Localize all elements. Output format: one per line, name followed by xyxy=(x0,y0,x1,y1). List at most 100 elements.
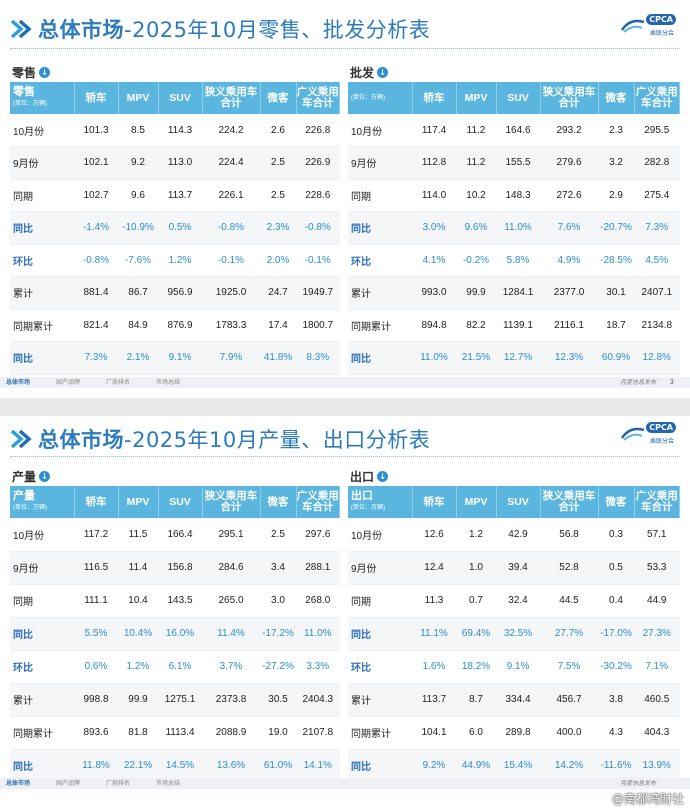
table-cell: 102.1 xyxy=(74,146,118,180)
row-label: 同比 xyxy=(348,341,412,375)
row-label: 9月份 xyxy=(10,146,74,180)
header-cell: 广义乘用车合计 xyxy=(296,486,340,518)
table-cell: 1113.4 xyxy=(158,716,202,750)
table-cell: 11.0% xyxy=(496,211,540,245)
table-row: 9月份 12.4 1.0 39.4 52.8 0.5 53.3 xyxy=(348,551,680,585)
table-cell: 288.1 xyxy=(296,551,340,585)
row-label: 累计 xyxy=(348,683,412,717)
table-cell: 60.9% xyxy=(598,341,634,375)
table-cell: 27.3% xyxy=(634,617,680,651)
table-cell: 44.9% xyxy=(456,749,496,783)
footer-nav-item[interactable]: 厂商排名 xyxy=(106,379,131,386)
table-cell: 99.9 xyxy=(118,683,158,717)
table-cell: 404.3 xyxy=(634,716,680,750)
header-cell-dimension: 产量 (单位：万辆) xyxy=(10,486,75,518)
row-label: 同比 xyxy=(10,341,74,375)
table-cell: 114.3 xyxy=(158,114,202,147)
table-cell: 1284.1 xyxy=(496,276,540,310)
table-row: 同期 11.3 0.7 32.4 44.5 0.4 44.9 xyxy=(348,584,680,618)
table-cell: 11.3 xyxy=(412,584,456,618)
table-cell: 11.2 xyxy=(456,114,496,147)
footer-nav: 总体市场 国产品牌 厂商排名 市场总结 xyxy=(6,778,206,789)
table-cell: 1783.3 xyxy=(202,309,260,342)
table-cell: -20.7% xyxy=(598,211,634,245)
table-cell: 226.1 xyxy=(202,179,260,212)
slide-retail-wholesale: 总体市场-2025年10月零售、批发分析表 CPCA 乘联分会 零售 ↓ 批发 ↓ … xyxy=(0,0,690,398)
table-cell: 2.6 xyxy=(260,114,296,147)
header-cell-dimension: 零售 (单位：万辆) xyxy=(10,82,75,114)
table-cell: -11.6% xyxy=(598,749,634,783)
table-cell: 2.0% xyxy=(260,244,296,277)
export-table: 出口 (单位：万辆) 轿车 MPV SUV 狭义乘用车合计 微客 广义乘用车合计 10月份 12.… xyxy=(348,486,680,783)
table-row: 同期累计 894.8 82.2 1139.1 2116.1 18.7 2134.8 xyxy=(348,309,680,342)
table-cell: 10.2 xyxy=(456,179,496,212)
table-cell: 7.1% xyxy=(634,650,680,684)
table-cell: 18.7 xyxy=(598,309,634,342)
table-cell: -0.2% xyxy=(456,244,496,277)
title-divider xyxy=(10,456,680,457)
table-cell: 117.2 xyxy=(74,518,118,552)
footer-nav-item[interactable]: 总体市场 xyxy=(6,780,31,787)
footer-nav-item[interactable]: 厂商排名 xyxy=(106,780,131,787)
table-cell: 156.8 xyxy=(158,551,202,585)
footer-nav-item[interactable]: 国产品牌 xyxy=(56,780,81,787)
footer-nav-item[interactable]: 国产品牌 xyxy=(56,379,81,386)
table-cell: 1139.1 xyxy=(496,309,540,342)
table-row: 同期 102.7 9.6 113.7 226.1 2.5 228.6 xyxy=(10,179,340,212)
row-label: 累计 xyxy=(10,683,74,717)
table-cell: 27.7% xyxy=(540,617,598,651)
table-cell: 57.1 xyxy=(634,518,680,552)
table-cell: -0.1% xyxy=(202,244,260,277)
slide-title-rest: -2025年10月零售、批发分析表 xyxy=(124,18,431,42)
wholesale-table: (单位：万辆) 轿车 MPV SUV 狭义乘用车合计 微客 广义乘用车合计 10月份 117.4… xyxy=(348,82,680,375)
table-cell: 400.0 xyxy=(540,716,598,750)
footer-nav-item[interactable]: 市场总结 xyxy=(156,379,181,386)
header-cell: 狭义乘用车合计 xyxy=(540,486,599,518)
table-cell: 101.3 xyxy=(74,114,118,147)
table-cell: 4.3 xyxy=(598,716,634,750)
header-cell: 广义乘用车合计 xyxy=(634,486,680,518)
table-row: 累计 993.0 99.9 1284.1 2377.0 30.1 2407.1 xyxy=(348,276,680,310)
wholesale-label: 批发 ↓ xyxy=(350,64,389,81)
row-label: 同期 xyxy=(10,179,74,212)
table-cell: 164.6 xyxy=(496,114,540,147)
row-label: 同期 xyxy=(348,179,412,212)
table-cell: 2088.9 xyxy=(202,716,260,750)
logo-subtext: 乘联分会 xyxy=(649,30,674,37)
table-cell: -7.6% xyxy=(118,244,158,277)
table-cell: 3.7% xyxy=(202,650,260,684)
slide-production-export: 总体市场-2025年10月产量、出口分析表 CPCA 乘联分会 产量 ↓ 出口 ↓ … xyxy=(0,416,690,811)
table-cell: 4.9% xyxy=(540,244,598,277)
footer-nav-item[interactable]: 总体市场 xyxy=(6,379,31,386)
header-cell: MPV xyxy=(118,486,159,518)
slide-title-bold: 总体市场 xyxy=(38,18,124,42)
table-cell: 12.6 xyxy=(412,518,456,552)
header-cell: SUV xyxy=(496,486,541,518)
table-cell: 113.0 xyxy=(158,146,202,180)
table-header-row: 零售 (单位：万辆) 轿车 MPV SUV 狭义乘用车合计 微客 广义乘用车合计 xyxy=(10,82,340,114)
table-cell: 265.0 xyxy=(202,584,260,618)
table-cell: 2407.1 xyxy=(634,276,680,310)
retail-label: 零售 ↓ xyxy=(12,64,51,81)
cpca-logo: CPCA 乘联分会 xyxy=(620,420,676,450)
table-cell: 0.5 xyxy=(598,551,634,585)
table-cell: 117.4 xyxy=(412,114,456,147)
table-cell: 1.0 xyxy=(456,551,496,585)
table-row: 同期累计 821.4 84.9 876.9 1783.3 17.4 1800.7 xyxy=(10,309,340,342)
table-cell: 11.4 xyxy=(118,551,158,585)
row-label: 10月份 xyxy=(348,114,412,147)
footer-nav-item[interactable]: 市场总结 xyxy=(156,780,181,787)
row-label: 同期 xyxy=(10,584,74,618)
table-cell: 112.8 xyxy=(412,146,456,180)
table-cell: 11.4% xyxy=(202,617,260,651)
table-cell: 293.2 xyxy=(540,114,598,147)
header-cell: 狭义乘用车合计 xyxy=(540,82,599,114)
row-label: 环比 xyxy=(10,244,74,277)
table-cell: 113.7 xyxy=(412,683,456,717)
table-cell: 998.8 xyxy=(74,683,118,717)
row-label: 同比 xyxy=(348,211,412,245)
table-cell: 166.4 xyxy=(158,518,202,552)
page-number: 3 xyxy=(669,378,674,386)
table-cell: 44.5 xyxy=(540,584,598,618)
table-row: 9月份 112.8 11.2 155.5 279.6 3.2 282.8 xyxy=(348,146,680,180)
